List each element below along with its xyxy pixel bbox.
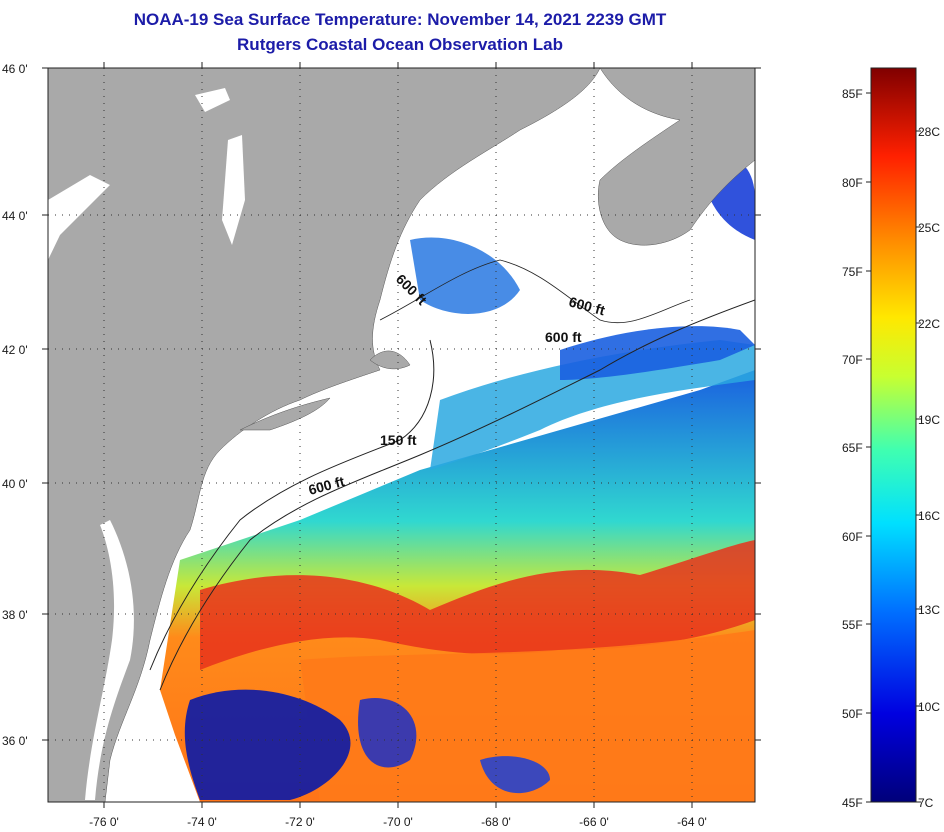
isobath-label: 150 ft	[380, 432, 417, 448]
isobath-label: 600 ft	[545, 329, 582, 345]
warm-water	[300, 630, 755, 802]
cold-eddy	[480, 756, 550, 794]
inland-water	[195, 88, 230, 112]
latitude-axis	[42, 67, 761, 741]
chart-subtitle: Rutgers Coastal Ocean Observation Lab	[237, 35, 563, 54]
lat-tick-label: 46 0'	[2, 62, 28, 76]
shelf-water	[430, 340, 755, 470]
lon-tick-label: -72 0'	[285, 815, 315, 829]
lon-tick-label: -64 0'	[677, 815, 707, 829]
lon-tick-label: -66 0'	[579, 815, 609, 829]
land-mass	[48, 68, 601, 802]
cool-water	[560, 326, 755, 380]
isobath-gulf-of-maine	[379, 259, 691, 324]
land-mass	[239, 397, 331, 431]
land-mass	[369, 350, 411, 370]
lon-tick-label: -68 0'	[481, 815, 511, 829]
lon-tick-label: -74 0'	[187, 815, 217, 829]
cold-eddy	[358, 698, 417, 768]
land-mass	[597, 68, 755, 246]
inland-water	[222, 135, 245, 245]
gulf-stream	[200, 540, 755, 670]
map-frame	[47, 67, 756, 803]
cold-eddy	[184, 689, 351, 800]
isobath-600ft	[159, 299, 755, 691]
lat-tick-label: 44 0'	[2, 209, 28, 223]
lat-tick-label: 42 0'	[2, 343, 28, 357]
longitude-axis	[103, 62, 693, 808]
lat-tick-label: 38 0'	[2, 608, 28, 622]
lon-tick-label: -70 0'	[383, 815, 413, 829]
lat-tick-label: 36 0'	[2, 734, 28, 748]
chart-title: NOAA-19 Sea Surface Temperature: Novembe…	[133, 10, 667, 29]
lat-tick-label: 40 0'	[2, 477, 28, 491]
lon-tick-label: -76 0'	[89, 815, 119, 829]
inland-water	[85, 520, 134, 800]
cool-water	[410, 237, 520, 314]
inland-water	[48, 175, 110, 260]
isobath-150ft	[149, 339, 435, 671]
